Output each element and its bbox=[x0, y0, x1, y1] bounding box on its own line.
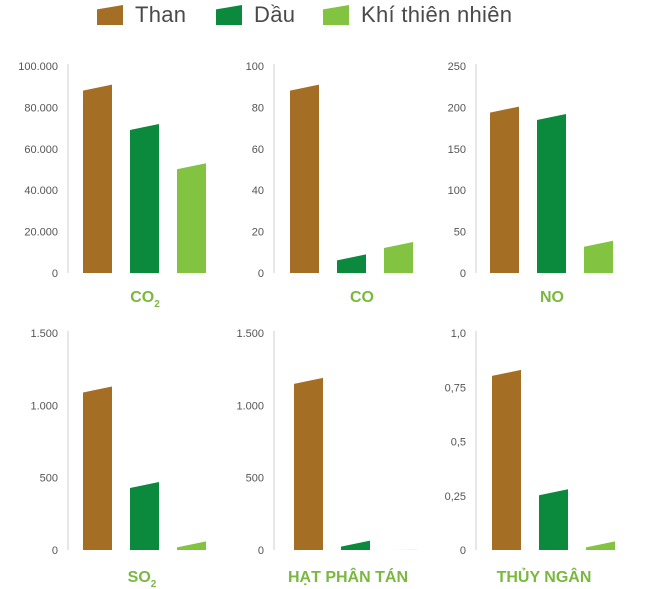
chart-panel-2: 0 20 40 60 80 100 CO bbox=[246, 61, 413, 306]
legend: Than Dầu Khí thiên nhiên bbox=[0, 0, 646, 28]
y-tick-label: 60 bbox=[252, 144, 264, 156]
chart-panel-6: 0 0,25 0,5 0,75 1,0 THỦY NGÂN bbox=[445, 328, 615, 586]
y-tick-label: 1.500 bbox=[236, 328, 264, 340]
bar-than bbox=[83, 84, 112, 273]
chart-title-text: NO bbox=[540, 289, 564, 306]
legend-swatch-dau bbox=[216, 5, 242, 25]
y-tick-label: 0 bbox=[460, 268, 466, 280]
y-tick-label: 100 bbox=[246, 61, 264, 73]
chart-title: SO2 bbox=[128, 569, 157, 589]
y-tick-label: 1.000 bbox=[30, 400, 58, 412]
y-tick-label: 0 bbox=[258, 268, 264, 280]
y-tick-label: 20.000 bbox=[24, 227, 58, 239]
y-tick-label: 100.000 bbox=[18, 61, 58, 73]
legend-swatch-than bbox=[97, 5, 123, 25]
y-tick-label: 40 bbox=[252, 185, 264, 197]
chart-title: CO2 bbox=[130, 289, 160, 310]
bar-dau bbox=[130, 123, 159, 274]
y-tick-label: 80 bbox=[252, 102, 264, 114]
bar-than bbox=[294, 377, 323, 550]
chart-panel-4: 0 500 1.000 1.500 SO2 bbox=[30, 328, 206, 589]
chart-title-text: THỦY NGÂN bbox=[497, 567, 592, 586]
chart-title: NO bbox=[540, 289, 564, 306]
chart-title-text: CO bbox=[350, 289, 374, 306]
y-tick-label: 1.000 bbox=[236, 400, 264, 412]
bar-khi-thien-nhien bbox=[584, 240, 613, 273]
bar-dau bbox=[537, 114, 566, 273]
y-tick-label: 0 bbox=[258, 545, 264, 557]
legend-label-than: Than bbox=[135, 2, 187, 27]
legend-swatch-khi-thien-nhien bbox=[323, 5, 349, 25]
bar-dau bbox=[130, 482, 159, 550]
bar-khi-thien-nhien bbox=[384, 241, 413, 273]
bar-than bbox=[490, 106, 519, 274]
chart-title-subscript: 2 bbox=[154, 299, 160, 310]
chart-title: CO bbox=[350, 289, 374, 306]
bar-than bbox=[290, 84, 319, 273]
chart-title: HẠT PHÂN TÁN bbox=[288, 567, 408, 586]
y-tick-label: 500 bbox=[246, 473, 264, 485]
y-tick-label: 1.500 bbox=[30, 328, 58, 340]
legend-label-dau: Dầu bbox=[254, 2, 296, 27]
y-tick-label: 150 bbox=[448, 144, 466, 156]
legend-item-than: Than bbox=[97, 2, 186, 28]
y-tick-label: 0 bbox=[460, 545, 466, 557]
y-tick-label: 100 bbox=[448, 185, 466, 197]
chart-panel-5: 0 500 1.000 1.500 HẠT PHÂN TÁN bbox=[236, 328, 417, 586]
bar-dau bbox=[341, 540, 370, 550]
bar-khi-thien-nhien bbox=[177, 163, 206, 273]
bar-dau bbox=[539, 489, 568, 550]
chart-title-text: SO bbox=[128, 569, 151, 586]
chart-title: THỦY NGÂN bbox=[497, 567, 592, 586]
y-tick-label: 80.000 bbox=[24, 102, 58, 114]
y-tick-label: 0 bbox=[52, 268, 58, 280]
y-tick-label: 0,5 bbox=[451, 437, 466, 449]
bar-dau bbox=[337, 254, 366, 273]
legend-label-khi-thien-nhien: Khí thiên nhiên bbox=[361, 2, 513, 27]
y-tick-label: 500 bbox=[40, 473, 58, 485]
y-tick-label: 200 bbox=[448, 102, 466, 114]
bar-than bbox=[83, 386, 112, 550]
chart-panel-1: 0 20.000 40.000 60.000 80.000 100.000 CO2 bbox=[18, 61, 206, 310]
y-tick-label: 60.000 bbox=[24, 144, 58, 156]
y-tick-label: 1,0 bbox=[451, 328, 466, 340]
legend-item-khi-thien-nhien: Khí thiên nhiên bbox=[323, 2, 512, 28]
chart-title-text: HẠT PHÂN TÁN bbox=[288, 567, 408, 586]
y-tick-label: 250 bbox=[448, 61, 466, 73]
y-tick-label: 0,25 bbox=[445, 491, 466, 503]
chart-title-subscript: 2 bbox=[151, 579, 157, 589]
bar-khi-thien-nhien bbox=[177, 541, 206, 550]
y-tick-label: 40.000 bbox=[24, 185, 58, 197]
y-tick-label: 50 bbox=[454, 227, 466, 239]
bar-than bbox=[492, 369, 521, 550]
legend-item-dau: Dầu bbox=[216, 2, 295, 28]
y-tick-label: 0,75 bbox=[445, 382, 466, 394]
chart-title-text: CO bbox=[130, 289, 154, 306]
y-tick-label: 0 bbox=[52, 545, 58, 557]
chart-panel-3: 0 50 100 150 200 250 NO bbox=[448, 61, 613, 306]
y-tick-label: 20 bbox=[252, 227, 264, 239]
bar-khi-thien-nhien bbox=[586, 541, 615, 550]
